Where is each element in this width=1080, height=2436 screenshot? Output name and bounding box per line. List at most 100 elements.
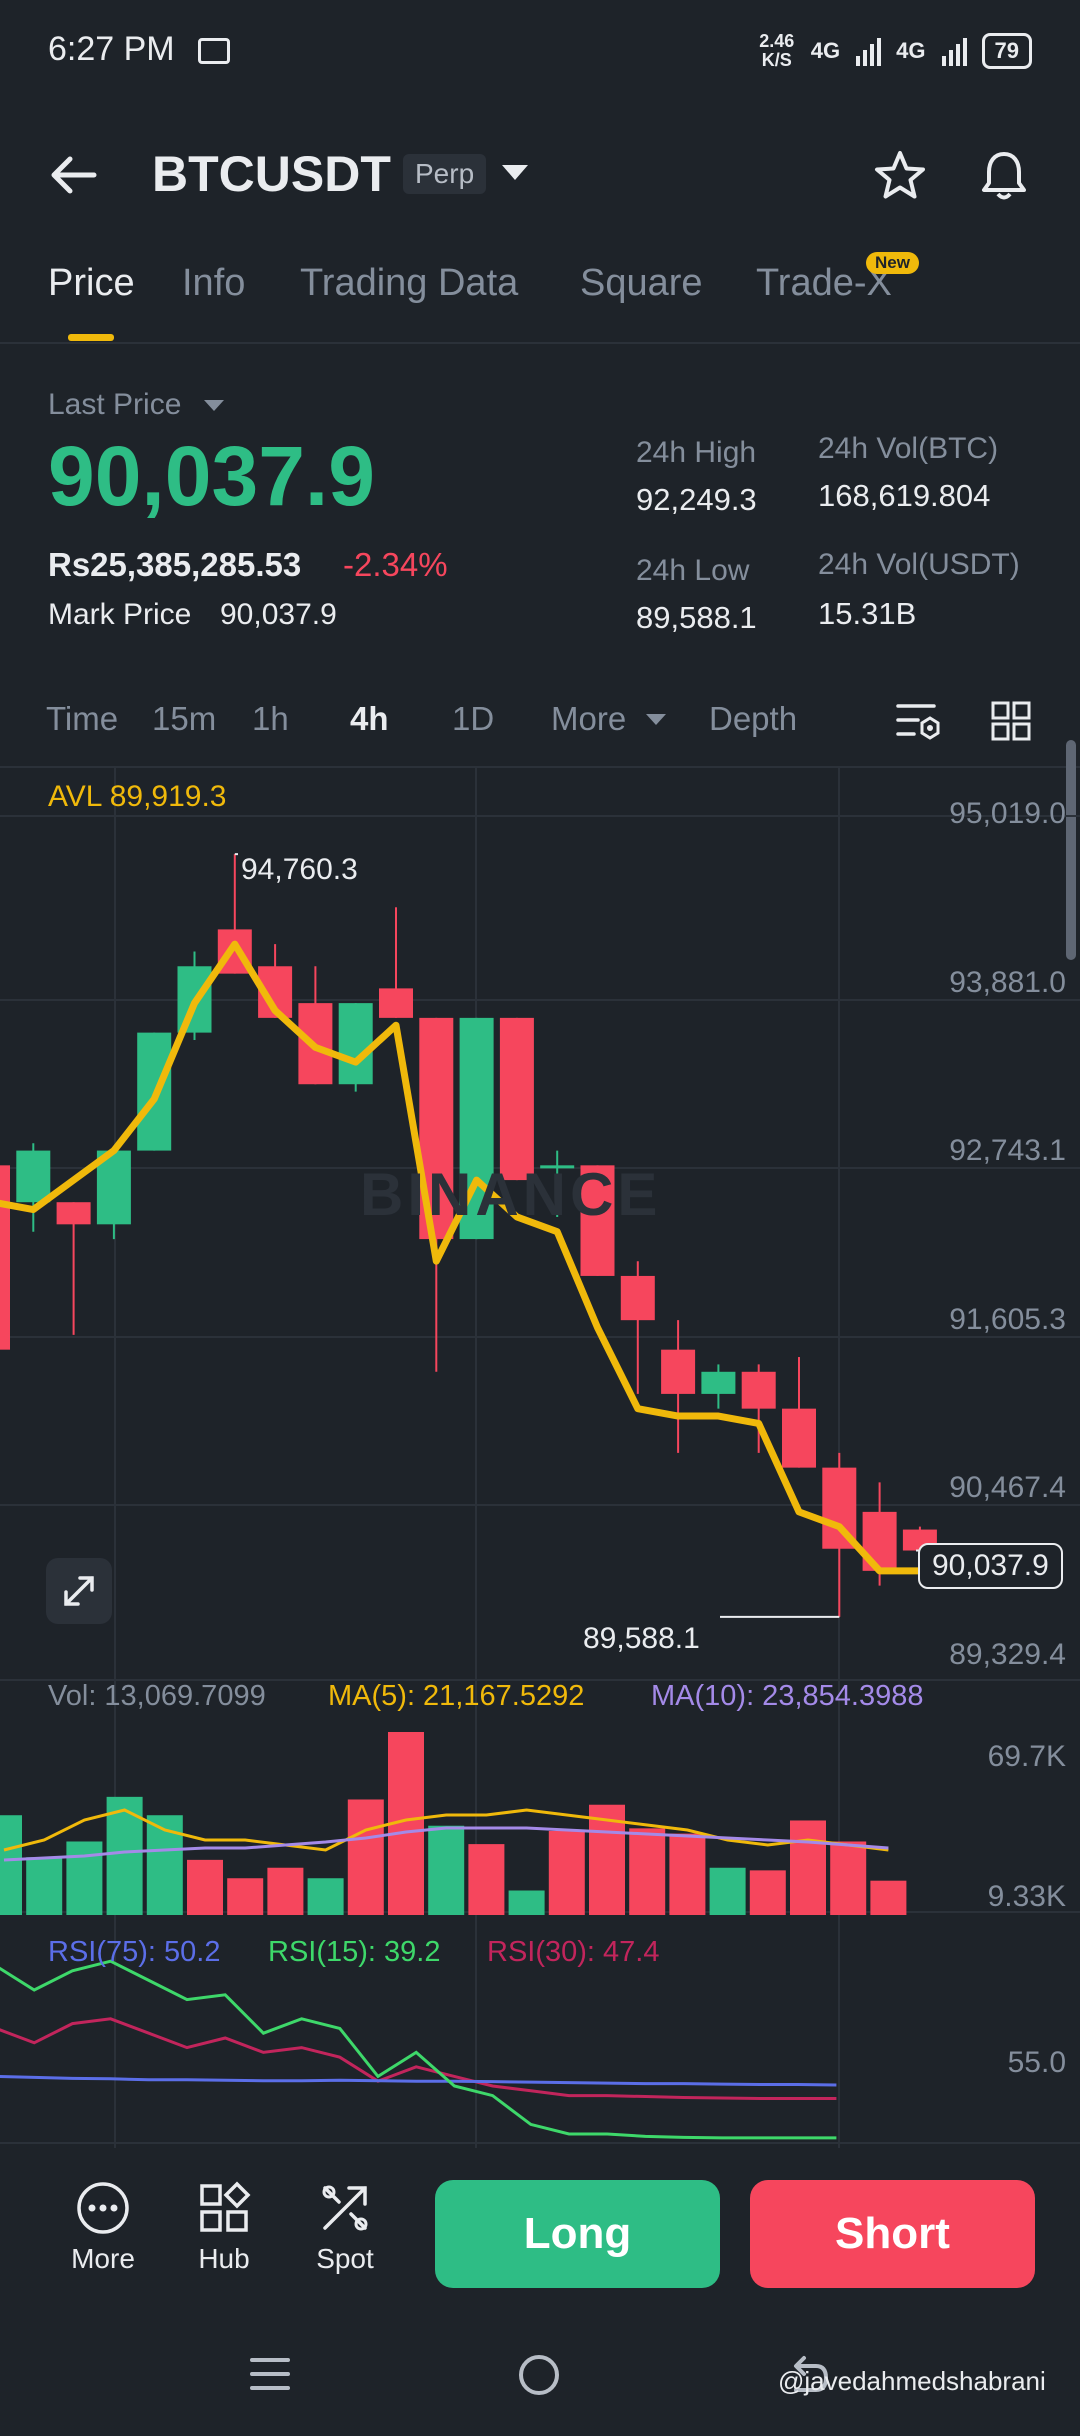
candle-body: [338, 1003, 373, 1085]
rsi75-value: RSI(75): 50.2: [48, 1936, 221, 1968]
star-icon[interactable]: [872, 148, 928, 204]
low-label: 24h Low: [636, 554, 750, 587]
hub-label: Hub: [198, 2243, 250, 2274]
volume-bar: [187, 1859, 223, 1915]
more-label: More: [71, 2243, 135, 2274]
expand-button[interactable]: [46, 1558, 112, 1624]
price-change: -2.34%: [343, 546, 448, 583]
spot-icon: [322, 2185, 368, 2231]
volume-bar: [749, 1870, 786, 1915]
back-arrow-icon[interactable]: [48, 150, 98, 200]
volume-bar: [347, 1799, 384, 1915]
vol-usdt-label: 24h Vol(USDT): [818, 548, 1020, 581]
candle-body: [540, 1165, 575, 1169]
volume-bar: [669, 1833, 706, 1915]
candle-body: [0, 1165, 10, 1350]
symbol-dropdown-icon[interactable]: [502, 165, 528, 180]
candle-body: [16, 1150, 51, 1203]
user-watermark: @javedahmedshabrani: [778, 2366, 1046, 2396]
candle-body: [379, 988, 413, 1018]
volume-bar: [428, 1825, 465, 1915]
tf-1d[interactable]: 1D: [452, 700, 495, 737]
tf-time[interactable]: Time: [46, 700, 119, 737]
status-right: 2.46 K/S 4G 4G 79: [757, 32, 1032, 70]
hub-icon: [200, 2181, 251, 2232]
volume-bar: [307, 1878, 344, 1915]
last-price-dropdown-icon[interactable]: [204, 400, 224, 411]
volume-bar: [0, 1815, 22, 1915]
price-chart[interactable]: [0, 768, 1080, 2148]
ma5-line: [3, 1808, 889, 1852]
high-marker-label: 94,760.3: [241, 853, 358, 886]
rsi75-line: [0, 2075, 837, 2087]
volume-bar: [870, 1880, 907, 1915]
tab-square[interactable]: Square: [580, 262, 703, 304]
candle-body: [741, 1371, 776, 1409]
new-badge: New: [866, 252, 919, 274]
binance-watermark: BINANCE: [360, 1161, 662, 1228]
volume-bar: [589, 1804, 625, 1915]
volume-bar: [508, 1890, 545, 1915]
rsi15-line: [0, 1959, 837, 2140]
last-price: 90,037.9: [48, 429, 375, 523]
vol-usdt-value: 15.31B: [818, 596, 917, 631]
home-nav-icon[interactable]: [516, 2352, 562, 2398]
message-icon: [198, 38, 230, 64]
mark-price-value: 90,037.9: [220, 598, 337, 631]
volume-bar: [66, 1841, 103, 1915]
vol-btc-label: 24h Vol(BTC): [818, 432, 999, 465]
last-price-label[interactable]: Last Price: [48, 388, 182, 421]
ma5-value: MA(5): 21,167.5292: [328, 1680, 585, 1712]
candle-body: [701, 1371, 736, 1394]
volume-bar: [709, 1867, 746, 1915]
price-axis-label: 89,329.4: [949, 1638, 1066, 1671]
signal-icon: [856, 38, 882, 66]
tab-trading-data[interactable]: Trading Data: [300, 262, 519, 304]
local-price: Rs25,385,285.53: [48, 546, 302, 583]
tf-15m[interactable]: 15m: [152, 700, 217, 737]
tf-1h[interactable]: 1h: [252, 700, 289, 737]
tab-price[interactable]: Price: [48, 262, 135, 304]
candle-body: [56, 1202, 91, 1225]
bell-icon[interactable]: [976, 148, 1032, 204]
more-circle-icon: [77, 2182, 129, 2234]
candle-body: [782, 1408, 816, 1468]
price-axis-label: 90,467.4: [949, 1471, 1066, 1504]
perp-badge: Perp: [403, 154, 487, 194]
high-label: 24h High: [636, 436, 757, 469]
volume-bar: [267, 1867, 304, 1915]
ma10-line: [3, 1826, 889, 1862]
volume-bar: [468, 1844, 505, 1915]
more-button[interactable]: More: [48, 2180, 158, 2275]
price-axis-label: 91,605.3: [949, 1303, 1066, 1336]
scroll-handle[interactable]: [1066, 740, 1076, 960]
avl-label: AVL 89,919.3: [48, 780, 227, 813]
battery-icon: 79: [981, 33, 1032, 69]
menu-nav-icon[interactable]: [248, 2352, 292, 2396]
average-price-line: [0, 940, 924, 1575]
chart-settings-icon[interactable]: [894, 700, 942, 744]
low-value: 89,588.1: [636, 600, 757, 635]
current-price-tag: 90,037.9: [918, 1543, 1063, 1589]
low-marker-label: 89,588.1: [583, 1622, 700, 1655]
tf-more[interactable]: More: [551, 700, 627, 737]
hub-button[interactable]: Hub: [169, 2180, 279, 2275]
back-nav-icon[interactable]: [786, 2352, 832, 2398]
short-button[interactable]: Short: [750, 2180, 1035, 2288]
rsi15-value: RSI(15): 39.2: [268, 1936, 441, 1968]
spot-button[interactable]: Spot: [290, 2180, 400, 2275]
tf-depth[interactable]: Depth: [709, 700, 798, 737]
tf-4h[interactable]: 4h: [350, 700, 389, 737]
tab-info[interactable]: Info: [182, 262, 246, 304]
vol-value: Vol: 13,069.7099: [48, 1680, 266, 1712]
rsi30-line: [0, 2017, 837, 2100]
vol-axis-label: 9.33K: [987, 1880, 1066, 1913]
grid-layout-icon[interactable]: [990, 700, 1032, 742]
long-button[interactable]: Long: [435, 2180, 720, 2288]
volume-bar: [629, 1828, 666, 1915]
more-dropdown-icon[interactable]: [646, 714, 666, 725]
rsi30-value: RSI(30): 47.4: [487, 1936, 660, 1968]
symbol-title[interactable]: BTCUSDT: [152, 146, 391, 202]
tabs-divider: [0, 342, 1080, 344]
rsi-axis-label: 55.0: [1007, 2046, 1066, 2079]
